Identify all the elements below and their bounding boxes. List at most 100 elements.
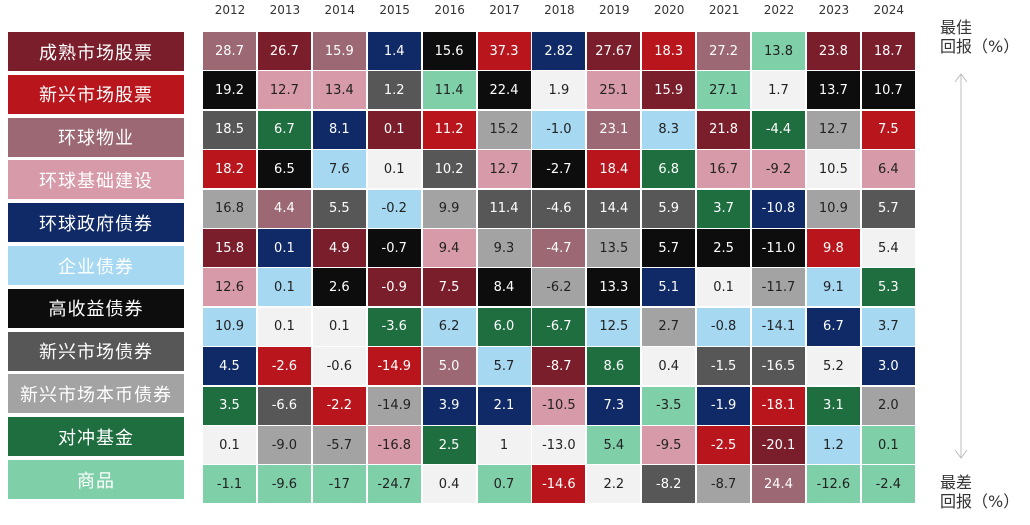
return-cell: 25.1 xyxy=(587,71,641,110)
worst-return-label: 最差 回报（%） xyxy=(940,473,1020,511)
return-cell: 16.8 xyxy=(203,189,256,228)
return-cell: 8.4 xyxy=(477,268,531,307)
return-cell: 5.7 xyxy=(477,347,531,386)
year-label: 2015 xyxy=(379,3,410,17)
return-cell: 18.5 xyxy=(203,110,256,149)
return-cell: -6.6 xyxy=(257,386,311,425)
return-cell: 8.3 xyxy=(642,110,696,149)
return-cell: 2.82 xyxy=(532,32,586,70)
return-cell: 8.1 xyxy=(312,110,366,149)
returns-grid: 28.7 19.2 18.5 18.2 16.8 15.8 12.6 10.9 4.5 3.5 0.… xyxy=(203,32,917,504)
return-cell: 0.1 xyxy=(312,307,366,346)
return-cell: -2.4 xyxy=(861,465,915,504)
return-cell: -3.6 xyxy=(367,307,421,346)
return-cell: 2.6 xyxy=(312,268,366,307)
year-label: 2021 xyxy=(708,3,740,17)
return-cell: 5.4 xyxy=(587,426,641,464)
return-cell: 3.9 xyxy=(422,386,476,425)
year-label: 2014 xyxy=(324,3,356,17)
year-label: 2012 xyxy=(214,3,246,17)
return-cell: 0.4 xyxy=(422,465,476,504)
year-label: 2016 xyxy=(434,3,465,17)
return-cell: 10.9 xyxy=(806,189,860,228)
return-cell: 0.7 xyxy=(477,465,531,504)
return-cell: -11.7 xyxy=(752,268,805,307)
year-header-row: 2012 2013 2014 2015 2016 2017 2018 2019 2020 2021… xyxy=(203,0,917,20)
legend-item: 环球基础建设 xyxy=(8,160,184,200)
return-cell: -4.4 xyxy=(752,110,805,149)
return-cell: 10.9 xyxy=(203,307,256,346)
return-cell: 28.7 xyxy=(203,32,256,70)
return-cell: 13.4 xyxy=(312,71,366,110)
return-cell: 12.5 xyxy=(587,307,641,346)
return-cell: 18.4 xyxy=(587,150,641,189)
legend-item: 新兴市场本币债券 xyxy=(8,374,184,414)
return-cell: 3.7 xyxy=(861,307,915,346)
return-cell: 23.8 xyxy=(806,32,860,70)
return-cell: 15.6 xyxy=(422,32,476,70)
return-cell: -14.9 xyxy=(367,386,421,425)
return-cell: -8.2 xyxy=(642,465,696,504)
return-cell: 15.9 xyxy=(642,71,696,110)
return-cell: 0.4 xyxy=(642,347,696,386)
return-cell: 12.7 xyxy=(477,150,531,189)
legend-item: 企业债券 xyxy=(8,246,184,285)
return-cell: 15.8 xyxy=(203,229,256,267)
return-cell: -4.7 xyxy=(532,229,586,267)
return-cell: 0.1 xyxy=(367,110,421,149)
return-cell: 11.4 xyxy=(477,189,531,228)
return-cell: -4.6 xyxy=(532,189,586,228)
return-cell: 1.4 xyxy=(367,32,421,70)
return-cell: -1.9 xyxy=(697,386,751,425)
return-cell: 0.1 xyxy=(257,229,311,267)
return-cell: 12.7 xyxy=(257,71,311,110)
return-cell: 5.2 xyxy=(806,347,860,386)
return-cell: 2.0 xyxy=(861,386,915,425)
return-cell: -16.8 xyxy=(367,426,421,464)
return-cell: 9.9 xyxy=(422,189,476,228)
return-cell: -0.7 xyxy=(367,229,421,267)
return-cell: -17 xyxy=(312,465,366,504)
best-return-label: 最佳 回报（%） xyxy=(940,18,1020,56)
legend-item: 成熟市场股票 xyxy=(8,32,184,71)
return-cell: 5.5 xyxy=(312,189,366,228)
return-cell: 9.4 xyxy=(422,229,476,267)
return-cell: 3.7 xyxy=(697,189,751,228)
return-cell: 6.0 xyxy=(477,307,531,346)
return-cell: 5.0 xyxy=(422,347,476,386)
return-cell: -9.5 xyxy=(642,426,696,464)
return-cell: 7.5 xyxy=(422,268,476,307)
return-cell: -2.6 xyxy=(257,347,311,386)
return-cell: 2.7 xyxy=(642,307,696,346)
return-cell: 3.5 xyxy=(203,386,256,425)
return-cell: 22.4 xyxy=(477,71,531,110)
return-cell: -0.2 xyxy=(367,189,421,228)
return-cell: -3.5 xyxy=(642,386,696,425)
return-cell: 24.4 xyxy=(752,465,805,504)
return-cell: -9.0 xyxy=(257,426,311,464)
return-cell: 8.6 xyxy=(587,347,641,386)
legend-item: 对冲基金 xyxy=(8,417,184,457)
legend-item: 新兴市场股票 xyxy=(8,74,184,114)
year-label: 2023 xyxy=(818,3,850,17)
return-cell: -10.8 xyxy=(752,189,805,228)
return-cell: -2.5 xyxy=(697,426,751,464)
return-cell: 26.7 xyxy=(257,32,311,70)
return-cell: -9.2 xyxy=(752,150,805,189)
return-cell: 11.4 xyxy=(422,71,476,110)
return-cell: -9.6 xyxy=(257,465,311,504)
return-cell: -0.6 xyxy=(312,347,366,386)
return-cell: 18.3 xyxy=(642,32,696,70)
return-cell: -0.8 xyxy=(697,307,751,346)
return-cell: 1 xyxy=(477,426,531,464)
return-cell: 2.1 xyxy=(477,386,531,425)
return-cell: -5.7 xyxy=(312,426,366,464)
return-cell: 13.5 xyxy=(587,229,641,267)
return-cell: 27.1 xyxy=(697,71,751,110)
return-cell: -14.9 xyxy=(367,347,421,386)
return-cell: 0.1 xyxy=(203,426,256,464)
return-cell: 0.1 xyxy=(257,307,311,346)
year-label: 2018 xyxy=(544,3,575,17)
return-cell: -1.0 xyxy=(532,110,586,149)
return-cell: 1.2 xyxy=(806,426,860,464)
